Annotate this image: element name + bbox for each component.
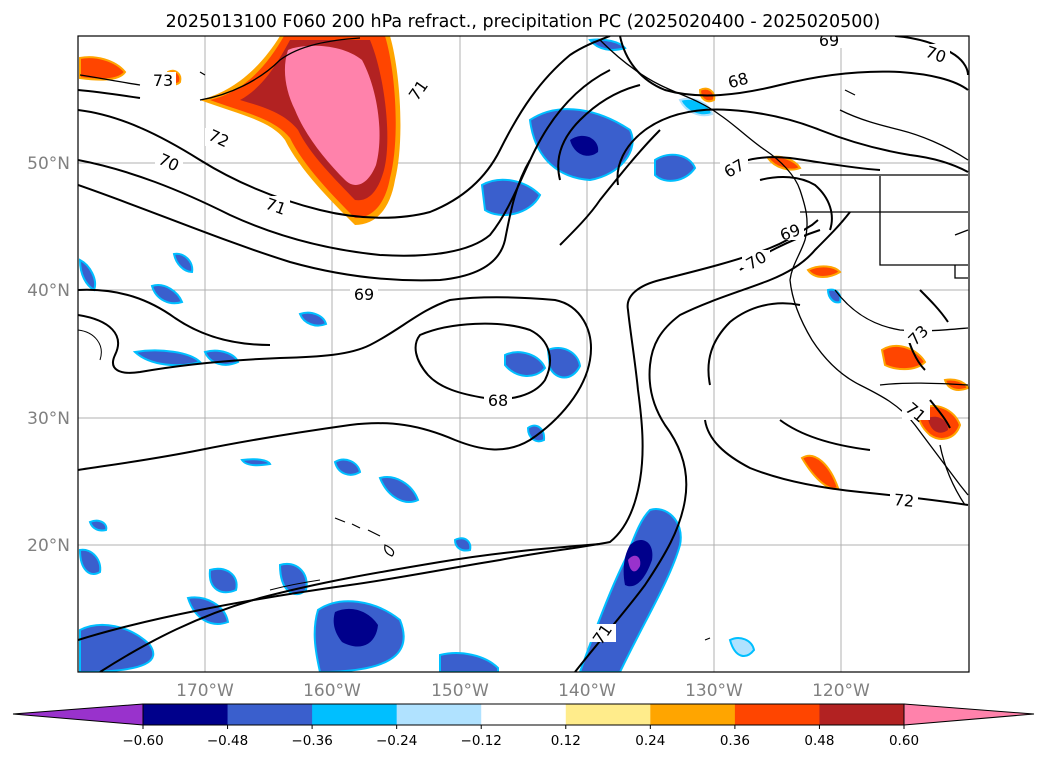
longitude-labels: 170°W 160°W 150°W 140°W 130°W 120°W	[176, 681, 870, 701]
colorbar-label: −0.24	[376, 733, 417, 749]
contour-label: 73	[153, 71, 173, 90]
refractivity-contours	[78, 36, 969, 672]
colorbar-extend-high	[904, 704, 1034, 725]
colorbar-swatch	[734, 704, 820, 725]
colorbar-label: −0.36	[291, 733, 332, 749]
lon-label: 150°W	[431, 681, 489, 701]
colorbar-frame	[142, 703, 905, 726]
colorbar-swatch	[312, 704, 398, 725]
lat-label: 50°N	[27, 154, 70, 174]
contour-label: 69	[354, 285, 374, 304]
contour-label: 68	[488, 391, 508, 410]
islands	[199, 71, 856, 641]
lon-label: 120°W	[812, 681, 870, 701]
refractivity-contours-thin	[78, 329, 321, 591]
coastlines	[79, 37, 969, 506]
colorbar-label: −0.48	[207, 733, 248, 749]
contour-label: 69	[819, 31, 839, 50]
colorbar-label: 0.12	[551, 733, 581, 749]
contour-label: 72	[893, 490, 915, 511]
colorbar-outline	[12, 703, 1035, 726]
lon-label: 140°W	[558, 681, 616, 701]
contour-label: 68	[726, 69, 751, 93]
lat-label: 20°N	[27, 536, 70, 556]
colorbar-label: 0.36	[720, 733, 750, 749]
latitude-labels: 50°N 40°N 30°N 20°N	[27, 154, 70, 556]
colorbar-extend-low	[13, 704, 143, 725]
colorbar-swatch	[819, 704, 905, 725]
colorbar-label: 0.60	[889, 733, 919, 749]
colorbar-label: −0.60	[122, 733, 163, 749]
lon-label: 160°W	[303, 681, 361, 701]
map-frame	[77, 35, 970, 673]
colorbar: −0.60 −0.48 −0.36 −0.24 −0.12 0.12 0.24 0.36 0.4…	[12, 703, 1035, 749]
lat-label: 30°N	[27, 409, 70, 429]
colorbar-swatch	[396, 704, 482, 725]
colorbar-swatch	[565, 704, 651, 725]
colorbar-swatch	[227, 704, 313, 725]
colorbar-swatch	[143, 704, 229, 725]
precip-negative	[78, 38, 842, 672]
colorbar-swatch	[481, 704, 567, 725]
colorbar-label: 0.48	[804, 733, 834, 749]
colorbar-swatch	[650, 704, 736, 725]
lon-label: 170°W	[176, 681, 234, 701]
colorbar-label: −0.12	[461, 733, 502, 749]
map-title: 2025013100 F060 200 hPa refract., precip…	[166, 12, 881, 32]
precip-positive-north	[79, 36, 401, 225]
lon-label: 130°W	[685, 681, 743, 701]
colorbar-label: 0.24	[635, 733, 665, 749]
lat-label: 40°N	[27, 281, 70, 301]
